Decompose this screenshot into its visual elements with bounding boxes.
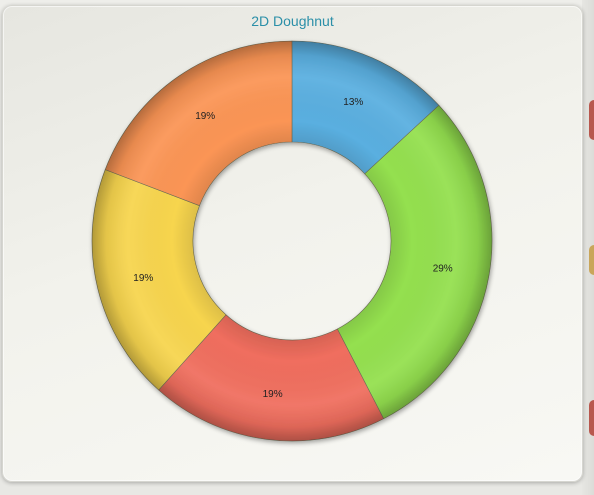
slice-label: 19% [195,111,215,122]
slice-label: 19% [263,389,283,400]
adjacent-chart-fragment [589,400,594,436]
doughnut-chart: 13% 29% 19% 19% 19% [3,6,582,481]
adjacent-chart-fragment [589,100,594,140]
chart-panel: 2D Doughnut 13% 29% 19% 19% 19% [2,5,583,482]
slice-label: 13% [343,97,363,108]
slice-label: 19% [133,273,153,284]
adjacent-panel-edge [582,0,594,495]
adjacent-chart-fragment [589,245,594,275]
slice-label: 29% [433,264,453,275]
